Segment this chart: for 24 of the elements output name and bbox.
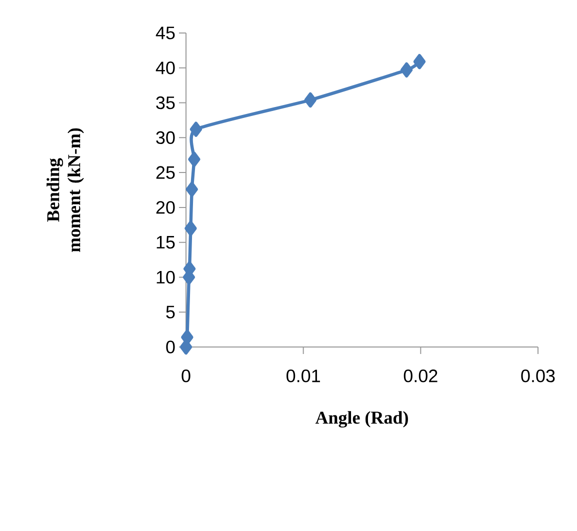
- y-tick-label: 35: [156, 96, 175, 110]
- y-tick-label: 0: [166, 340, 175, 354]
- point: [184, 220, 197, 236]
- x-axis-title: Angle (Rad): [315, 411, 408, 428]
- y-tick-label: 25: [156, 166, 175, 179]
- y-axis-title: Bending moment (kN-m): [46, 128, 84, 252]
- point: [304, 92, 316, 108]
- point: [400, 62, 413, 78]
- y-tick-label: 15: [156, 236, 175, 249]
- y-tick-label: 40: [156, 62, 175, 74]
- point: [186, 182, 198, 197]
- y-tick-label: 20: [156, 201, 175, 214]
- point: [413, 54, 426, 70]
- point: [181, 330, 194, 345]
- y-tick-label: 30: [156, 131, 175, 144]
- y-tick-label: 10: [156, 270, 175, 284]
- y-tick-label: 5: [166, 306, 175, 318]
- point: [190, 122, 202, 137]
- y-tick-label: 45: [156, 26, 175, 40]
- x-tick-label: 0.03: [521, 370, 555, 382]
- point: [188, 152, 200, 167]
- x-tick-label: 0.02: [404, 370, 438, 382]
- x-tick-label: 0: [182, 370, 190, 382]
- x-tick-label: 0.01: [286, 370, 320, 382]
